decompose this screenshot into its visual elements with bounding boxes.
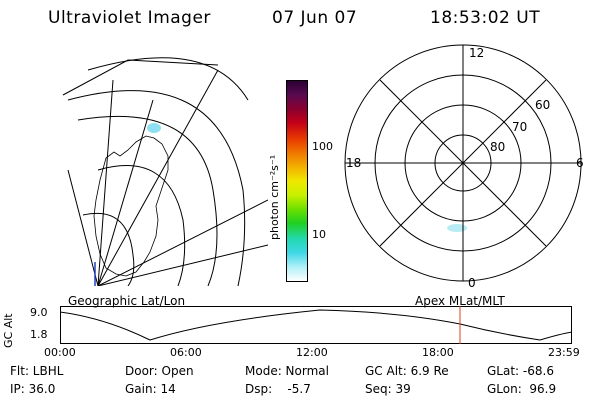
info-door: Door: Open — [125, 364, 194, 378]
right-panel-caption: Apex MLat/MLT — [415, 294, 505, 308]
info-gc-alt: GC Alt: 6.9 Re — [365, 364, 449, 378]
xtick-0600: 06:00 — [170, 346, 202, 359]
geographic-map — [62, 57, 268, 286]
lat-label-60: 60 — [535, 98, 551, 112]
xtick-1800: 18:00 — [422, 346, 454, 359]
gc-alt-ytick-1: 1.8 — [30, 328, 48, 341]
mlt-label-0: 0 — [468, 276, 476, 290]
aurora-spot — [147, 123, 161, 133]
aurora-oval — [447, 224, 467, 232]
info-glon: GLon: 96.9 — [487, 382, 557, 396]
colorbar-tick-100: 100 — [312, 140, 333, 153]
info-glat: GLat: -68.6 — [487, 364, 554, 378]
info-seq: Seq: 39 — [365, 382, 411, 396]
info-dsp: Dsp: -5.7 — [245, 382, 311, 396]
info-gain: Gain: 14 — [125, 382, 176, 396]
mlt-label-18: 18 — [346, 156, 362, 170]
mlt-label-12: 12 — [469, 46, 485, 60]
info-ip: IP: 36.0 — [10, 382, 56, 396]
xtick-0000: 00:00 — [44, 346, 76, 359]
left-panel-caption: Geographic Lat/Lon — [68, 294, 186, 308]
gc-alt-plot — [60, 306, 572, 344]
info-mode: Mode: Normal — [245, 364, 329, 378]
colorbar-label: photon cm⁻²s⁻¹ — [268, 154, 281, 240]
date-label: 07 Jun 07 — [272, 8, 358, 28]
xtick-2359: 23:59 — [548, 346, 580, 359]
colorbar — [286, 80, 308, 282]
mlt-label-6: 6 — [576, 156, 584, 170]
polar-plot — [344, 44, 582, 282]
info-flt: Flt: LBHL — [10, 364, 64, 378]
lat-label-80: 80 — [490, 140, 506, 154]
colorbar-tick-10: 10 — [312, 228, 326, 241]
gc-alt-ytick-9: 9.0 — [30, 306, 48, 319]
time-label: 18:53:02 UT — [430, 8, 541, 28]
lat-label-70: 70 — [512, 120, 528, 134]
gc-alt-ylabel: GC Alt — [2, 313, 15, 348]
xtick-1200: 12:00 — [296, 346, 328, 359]
app-title: Ultraviolet Imager — [48, 8, 211, 28]
